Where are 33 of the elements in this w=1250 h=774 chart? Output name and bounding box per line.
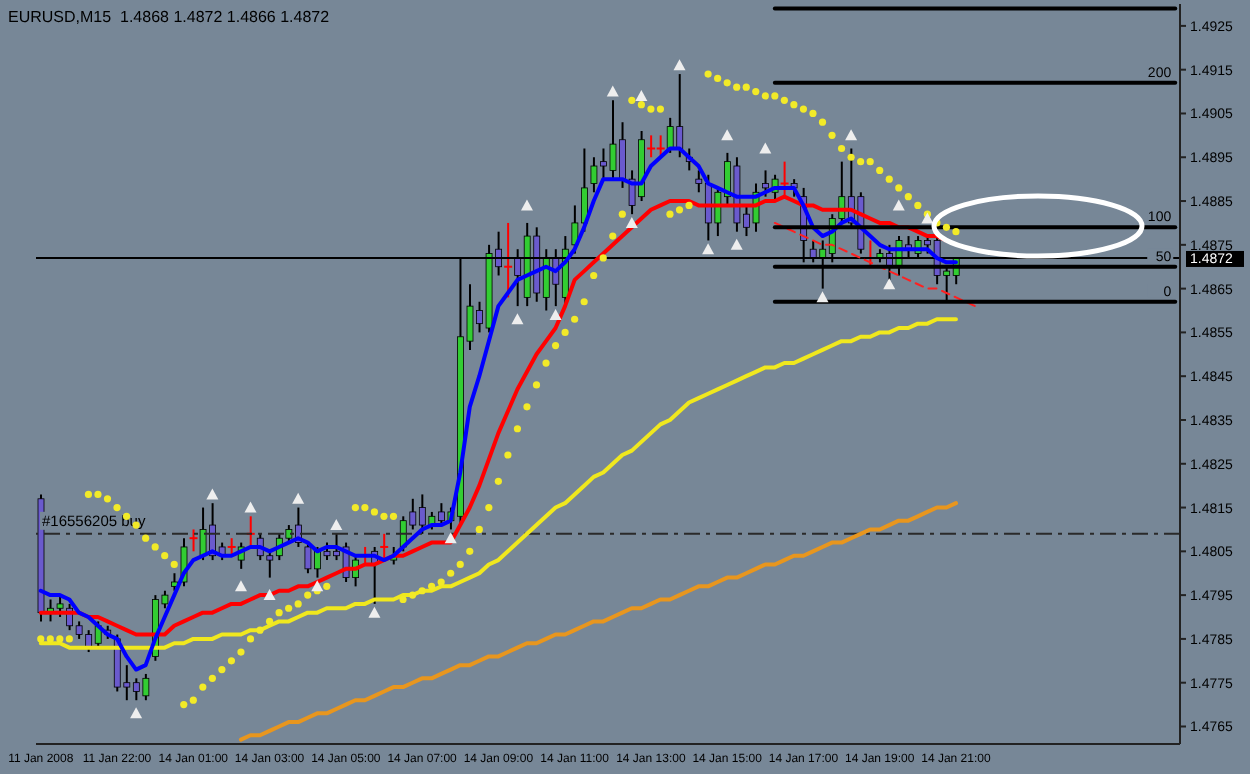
point: [444, 532, 457, 544]
line-series: [238, 501, 958, 742]
point: [702, 243, 715, 255]
point: [759, 142, 772, 154]
point: [368, 606, 381, 618]
point: [234, 580, 247, 592]
point: [921, 212, 934, 224]
point: [130, 707, 143, 719]
line-series: [38, 317, 958, 650]
point: [311, 580, 324, 592]
point: [330, 519, 343, 531]
candlestick: [188, 528, 199, 553]
point: [673, 59, 686, 71]
chart-title: EURUSD,M15 1.4868 1.4872 1.4866 1.4872: [8, 8, 330, 26]
point: [606, 85, 619, 97]
point: [883, 278, 896, 290]
point: [816, 291, 829, 303]
point: [292, 492, 305, 504]
point: [549, 308, 562, 320]
point: [892, 199, 905, 211]
point: [635, 89, 648, 101]
point: [730, 238, 743, 250]
candlestick: [646, 134, 657, 159]
point: [845, 129, 858, 141]
point: [263, 589, 276, 601]
point: [206, 488, 219, 500]
point: [625, 216, 638, 228]
point: [520, 199, 533, 211]
point: [244, 501, 257, 513]
point: [511, 313, 524, 325]
candlestick: [379, 532, 390, 562]
point: [721, 129, 734, 141]
candlestick: [503, 221, 514, 299]
